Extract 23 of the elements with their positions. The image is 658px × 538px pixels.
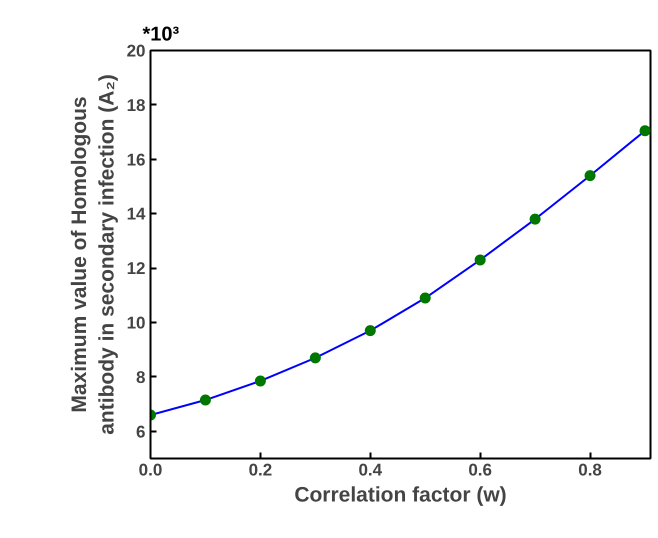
y-tick-label: 18: [126, 96, 146, 115]
y-tick-label: 14: [126, 204, 146, 224]
point: [584, 170, 596, 182]
y-tick-label: 12: [126, 259, 146, 278]
point: [420, 292, 431, 304]
point: [474, 254, 486, 266]
x-tick-label: 0.6: [468, 460, 492, 480]
y-tick-label: 10: [126, 314, 146, 332]
x-tick-label: 0.4: [358, 460, 383, 480]
y-tick-label: 6: [136, 422, 146, 442]
x-tick-label: 0.0: [138, 460, 162, 480]
point: [254, 375, 266, 386]
point: [310, 352, 321, 364]
x-tick-label: 0.8: [578, 460, 602, 480]
x-axis-title: Correlation factor (w): [294, 484, 507, 506]
point: [364, 325, 376, 336]
point: [530, 214, 541, 225]
point: [200, 394, 211, 406]
y-axis-title: Maximum value of Homologous antibody in secondary infection (A₂): [68, 74, 119, 435]
x-tick-label: 0.2: [248, 460, 272, 480]
y-tick-label: 16: [126, 150, 146, 170]
point: [640, 125, 650, 136]
y-tick-label: 8: [136, 368, 146, 387]
